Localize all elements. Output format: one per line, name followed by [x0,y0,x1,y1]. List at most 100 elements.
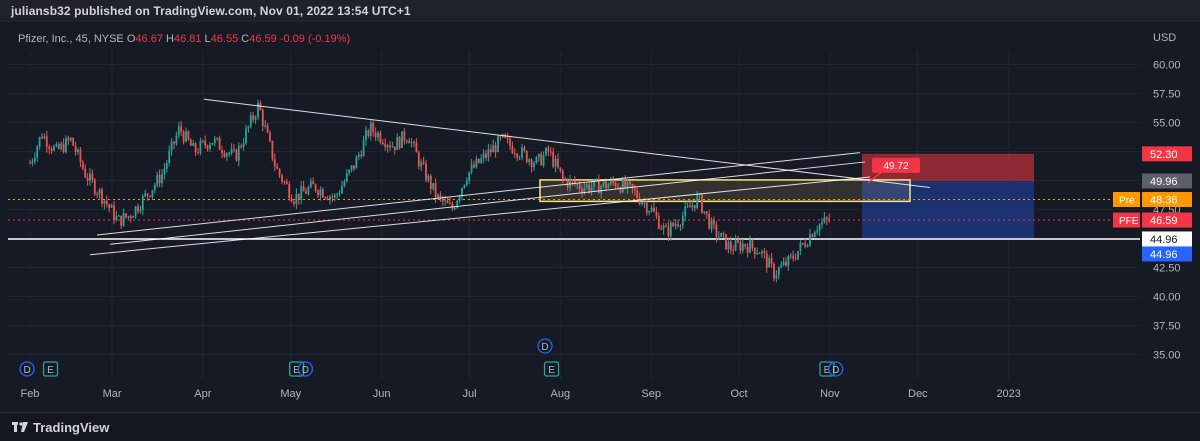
candle-body [105,200,108,205]
candle-body [252,115,255,120]
candle-body [177,126,180,136]
candle-body [180,126,183,132]
candle-body [497,136,499,153]
candle-body [333,195,336,198]
earnings-marker-label: E [293,365,300,376]
candle-body [513,153,516,155]
candle-body [456,200,459,208]
x-tick-label: Aug [551,388,571,400]
ascending-trendline-1[interactable] [96,152,861,236]
candle-body [391,146,394,148]
candle-body [343,181,346,187]
tradingview-logo[interactable]: TradingView [12,418,109,436]
candle-body [492,145,495,153]
range-rectangle[interactable] [539,179,911,203]
candle-body [355,156,358,169]
candle-body [189,139,192,146]
candle-body [201,140,204,142]
candle-body [168,150,171,163]
candle-body [293,201,295,204]
candle-body [777,267,780,276]
candle-body [401,131,403,148]
candle-body [638,197,641,205]
candle-body [528,159,531,163]
candle-body [403,131,406,142]
candle-body [739,242,742,251]
ascending-trendline-3[interactable] [89,176,871,256]
candle-body [415,142,418,153]
candle-body [710,219,713,229]
candle-body [708,213,711,229]
dividend-marker[interactable] [297,361,314,377]
earnings-marker[interactable] [288,361,305,377]
candle-body [593,179,595,187]
candle-body [693,205,696,209]
candle-body [799,243,802,252]
currency-label[interactable]: USD [1153,32,1177,44]
candle-body [300,186,303,201]
dividend-marker[interactable] [19,361,35,377]
price-label-stop [1142,246,1192,262]
earnings-marker[interactable] [42,361,59,377]
candle-body [626,181,629,189]
candle-body [182,131,185,142]
candle-body [744,244,747,247]
candle-body [590,186,593,192]
candle-body [686,205,689,207]
candle-body [257,102,259,118]
earnings-marker[interactable] [543,361,560,377]
dividend-marker[interactable] [537,338,553,354]
candle-body [595,179,598,181]
candle-body [444,200,447,202]
earnings-marker[interactable] [819,361,835,377]
symbol-name: Pfizer, Inc., 45, NYSE [18,33,124,45]
descending-trendline[interactable] [203,98,931,188]
dividend-marker[interactable] [828,361,844,377]
candle-body [775,275,778,279]
candle-body [537,154,540,158]
published-text: juliansb32 published on TradingView.com,… [11,4,411,18]
candle-body [437,194,439,198]
candle-body [703,211,706,213]
x-tick-label: Feb [21,388,40,400]
candle-body [518,157,521,159]
candle-body [794,258,797,260]
candle-body [281,175,283,182]
candle-body [458,196,461,201]
ascending-trendline-2[interactable] [109,161,866,245]
stop-zone[interactable] [862,180,1034,239]
candle-body [720,232,723,237]
candle-body [621,179,624,193]
candle-body [67,138,70,141]
price-chart[interactable]: 49.7235.0037.5040.0042.5045.0047.5050.00… [0,0,1200,412]
candle-body [137,206,139,212]
candle-body [717,236,720,238]
candle-body [449,203,451,205]
candle-body [235,149,238,161]
candle-body [290,198,293,202]
price-tag-last-text: PFE [1119,216,1139,227]
candle-body [765,253,768,268]
annotation-label-box[interactable] [872,157,920,173]
candle-body [77,149,79,153]
candle-body [816,230,819,233]
candle-body [271,140,274,160]
candle-body [823,217,826,223]
price-label-pre-text: 48.36 [1150,195,1178,207]
candle-body [101,189,103,204]
candle-body [422,162,425,164]
candle-body [377,132,379,138]
candle-body [701,194,703,213]
candle-body [230,148,233,154]
candle-body [413,142,415,144]
y-tick-label: 42.50 [1153,263,1181,275]
candle-body [98,189,101,195]
candle-body [348,169,351,174]
candle-body [825,217,828,220]
candle-body [213,138,216,144]
earnings-marker-label: E [548,365,555,376]
candle-body [425,163,427,181]
candle-body [209,144,211,149]
candle-body [324,197,327,199]
dividend-marker-label: D [302,365,309,376]
